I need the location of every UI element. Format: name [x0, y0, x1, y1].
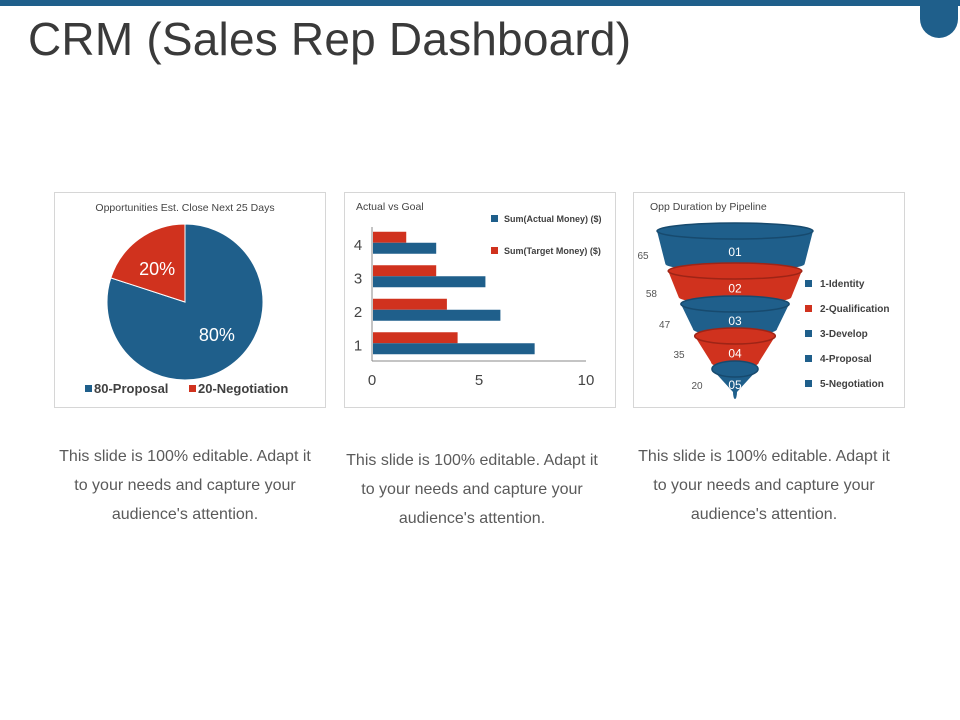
top-accent-bar — [0, 0, 960, 6]
funnel-stage-04 — [694, 336, 776, 369]
bar-actual-1 — [373, 343, 535, 355]
funnel-value-label-05: 20 — [691, 381, 703, 392]
bar-target-3 — [373, 265, 437, 277]
bar-legend-swatch-1 — [491, 215, 498, 222]
funnel-value-label-01: 65 — [637, 251, 649, 262]
bar-actual-2 — [373, 309, 501, 321]
pie-legend-swatch-1 — [85, 385, 92, 392]
bar-y-tick-label-4: 4 — [354, 237, 362, 254]
funnel-legend-label-1: 1-Identity — [820, 279, 865, 290]
funnel-stage-01 — [657, 231, 813, 271]
bar-target-2 — [373, 298, 447, 310]
funnel-stage-02 — [668, 271, 802, 304]
funnel-chart: Opp Duration by Pipeline 01 65 02 58 03 47 04 3… — [637, 201, 889, 399]
pie-slice-label-2: 20% — [139, 259, 175, 279]
funnel-legend-label-5: 5-Negotiation — [820, 379, 884, 390]
caption-text-2: This slide is 100% editable. Adapt it to… — [346, 452, 598, 527]
funnel-legend-label-2: 2-Qualification — [820, 304, 889, 315]
bar-chart-panel: Actual vs Goal Sum(Actual Money) ($) Sum(… — [344, 192, 616, 408]
bar-y-tick-label-3: 3 — [354, 270, 362, 287]
pie-chart: Opportunities Est. Close Next 25 Days 80… — [85, 202, 288, 396]
funnel-stage-label-04: 04 — [728, 347, 742, 361]
bar-x-tick-label-5: 5 — [475, 372, 483, 389]
funnel-legend-swatch-1 — [805, 280, 812, 287]
funnel-stage-label-05: 05 — [728, 378, 742, 392]
funnel-stage-label-03: 03 — [728, 314, 742, 328]
corner-tab-marker — [920, 0, 958, 38]
funnel-chart-panel: Opp Duration by Pipeline 01 65 02 58 03 47 04 3… — [633, 192, 905, 408]
bar-actual-4 — [373, 242, 437, 254]
funnel-chart-title: Opp Duration by Pipeline — [650, 201, 767, 213]
pie-slice-20-negotiation — [110, 223, 186, 303]
bar-target-4 — [373, 231, 407, 243]
funnel-stage-label-02: 02 — [728, 282, 742, 296]
funnel-value-label-02: 58 — [646, 289, 658, 300]
bar-chart: Actual vs Goal Sum(Actual Money) ($) Sum(… — [354, 201, 602, 389]
funnel-stage-rim-01 — [656, 222, 814, 240]
funnel-stage-rim-05 — [711, 360, 759, 378]
bar-actual-3 — [373, 276, 486, 288]
bar-legend-swatch-2 — [491, 247, 498, 254]
funnel-legend-swatch-4 — [805, 355, 812, 362]
page-title: CRM (Sales Rep Dashboard) — [28, 13, 632, 65]
pie-slice-label-1: 80% — [199, 325, 235, 345]
funnel-legend-swatch-5 — [805, 380, 812, 387]
bar-y-tick-label-2: 2 — [354, 304, 362, 321]
pie-legend-label-1: 80-Proposal — [94, 381, 168, 396]
funnel-stage-rim-02 — [667, 262, 803, 280]
bar-legend-label-1: Sum(Actual Money) ($) — [504, 214, 602, 224]
funnel-legend-label-4: 4-Proposal — [820, 354, 872, 365]
funnel-stage-rim-04 — [693, 327, 777, 345]
pie-chart-panel: Opportunities Est. Close Next 25 Days 80… — [54, 192, 326, 408]
funnel-value-label-04: 35 — [673, 350, 685, 361]
funnel-stage-rim-03 — [680, 295, 790, 313]
caption-text-1: This slide is 100% editable. Adapt it to… — [59, 448, 311, 523]
pie-legend-swatch-2 — [189, 385, 196, 392]
bar-x-tick-label-10: 10 — [578, 372, 595, 389]
bar-x-tick-label-0: 0 — [368, 372, 376, 389]
bar-y-tick-label-1: 1 — [354, 337, 362, 354]
bar-target-1 — [373, 332, 458, 344]
funnel-stage-03 — [680, 304, 790, 336]
bar-legend-label-2: Sum(Target Money) ($) — [504, 246, 601, 256]
funnel-value-label-03: 47 — [659, 320, 671, 331]
pie-chart-title: Opportunities Est. Close Next 25 Days — [95, 202, 274, 214]
pie-legend-label-2: 20-Negotiation — [198, 381, 288, 396]
caption-text-3: This slide is 100% editable. Adapt it to… — [638, 448, 890, 523]
funnel-legend-label-3: 3-Develop — [820, 329, 868, 340]
funnel-legend-swatch-2 — [805, 305, 812, 312]
funnel-stage-label-01: 01 — [728, 245, 742, 259]
funnel-legend-swatch-3 — [805, 330, 812, 337]
bar-chart-title: Actual vs Goal — [356, 201, 424, 213]
